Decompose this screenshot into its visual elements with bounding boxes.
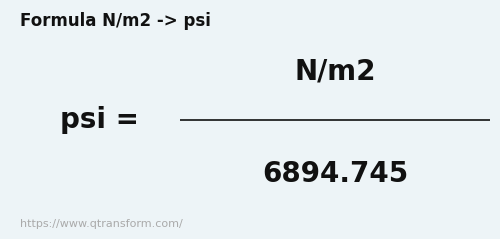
Text: Formula N/m2 -> psi: Formula N/m2 -> psi xyxy=(20,12,211,30)
Text: N/m2: N/m2 xyxy=(294,58,376,86)
Text: https://www.qtransform.com/: https://www.qtransform.com/ xyxy=(20,219,183,229)
Text: 6894.745: 6894.745 xyxy=(262,160,408,189)
Text: psi =: psi = xyxy=(60,105,140,134)
